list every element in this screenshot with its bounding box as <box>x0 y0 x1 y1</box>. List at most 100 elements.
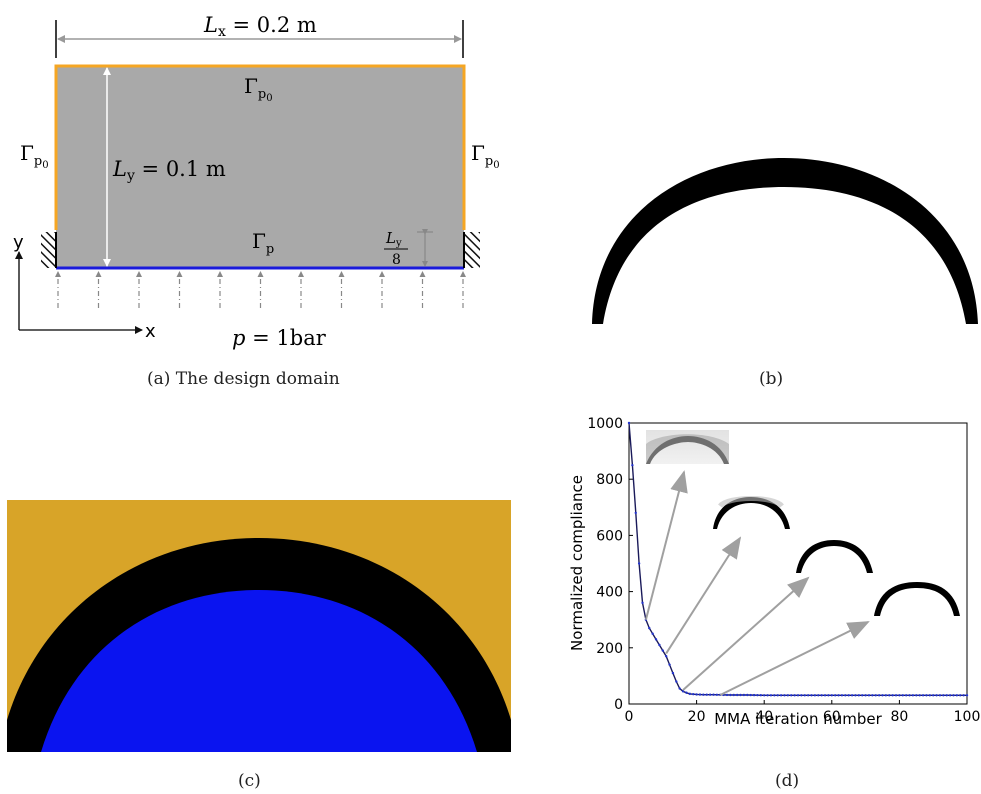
data-point <box>861 694 864 697</box>
data-point <box>806 694 810 697</box>
data-point <box>631 463 634 467</box>
data-point <box>712 693 715 696</box>
y-tick-label: 400 <box>596 585 623 601</box>
data-point <box>742 693 746 697</box>
data-point <box>857 694 861 697</box>
caption-b: (b) <box>759 369 783 389</box>
data-point <box>817 694 820 697</box>
data-point <box>715 693 719 696</box>
data-point <box>634 511 637 515</box>
data-point <box>678 687 681 690</box>
panel-a: Lx = 0.2 m Ly = 0.1 m Γp0 Γp0 Γp0 Γp Ly … <box>13 13 500 389</box>
data-point <box>637 562 641 565</box>
ly-label: Ly = 0.1 m <box>112 157 226 184</box>
design-domain <box>56 66 464 268</box>
data-point <box>942 694 945 697</box>
data-point <box>938 694 942 697</box>
ly8-denominator: 8 <box>392 252 401 268</box>
data-point <box>935 694 938 697</box>
data-point <box>871 694 874 697</box>
x-tick-label: 60 <box>823 709 841 725</box>
snapshot-arrows <box>644 470 870 696</box>
data-point <box>692 692 695 696</box>
data-point <box>627 421 631 425</box>
snapshot-2 <box>713 496 790 529</box>
y-tick-label: 600 <box>596 528 623 544</box>
data-point <box>928 694 932 697</box>
data-point <box>952 694 955 697</box>
data-point <box>735 693 739 697</box>
y-axis-label: y <box>13 232 24 253</box>
data-point <box>881 694 884 697</box>
data-point <box>800 694 803 697</box>
data-point <box>901 694 904 697</box>
x-tick-label: 100 <box>954 709 981 725</box>
data-point <box>867 694 871 697</box>
data-point <box>702 693 705 696</box>
panel-c: (c) <box>7 500 511 791</box>
compliance-series-points <box>627 421 969 697</box>
gamma-p0-right: Γp0 <box>471 141 500 171</box>
data-point <box>884 694 888 697</box>
data-point <box>796 694 800 697</box>
data-point <box>783 694 786 697</box>
support-left <box>41 232 56 268</box>
data-point <box>668 663 671 666</box>
data-point <box>685 691 688 694</box>
data-point <box>915 694 918 697</box>
data-point <box>786 694 790 697</box>
panel-b: (b) <box>592 158 978 389</box>
x-axis-title: MMA iteration number <box>714 710 882 728</box>
data-point <box>769 694 773 697</box>
x-tick-label: 40 <box>755 709 773 725</box>
data-point <box>773 694 776 697</box>
data-point <box>759 694 763 697</box>
y-tick-label: 800 <box>596 472 623 488</box>
data-point <box>850 694 854 697</box>
snapshot-1 <box>646 430 729 464</box>
y-tick-label: 1000 <box>587 416 623 432</box>
optimized-arch-b <box>592 158 978 324</box>
data-point <box>904 694 908 697</box>
data-point <box>959 694 962 697</box>
gamma-p0-top: Γp0 <box>244 74 273 104</box>
data-point <box>840 694 844 697</box>
data-point <box>874 694 877 697</box>
gamma-p-label: Γp <box>252 229 274 257</box>
x-tick-label: 0 <box>625 709 634 725</box>
data-point <box>911 694 915 697</box>
annotation-arrow <box>682 576 810 691</box>
snapshot-3 <box>796 540 873 573</box>
data-point <box>908 694 911 697</box>
data-point <box>820 694 823 697</box>
y-tick-label: 0 <box>614 697 623 713</box>
data-point <box>854 694 857 697</box>
data-point <box>671 671 675 675</box>
snapshot-4 <box>874 582 960 616</box>
data-point <box>739 693 742 697</box>
data-point <box>891 694 894 697</box>
data-point <box>932 694 935 697</box>
data-point <box>648 626 651 630</box>
support-right <box>464 232 480 268</box>
data-point <box>651 632 654 635</box>
data-point <box>732 693 735 697</box>
data-point <box>847 694 850 697</box>
data-point <box>658 643 661 647</box>
data-point <box>708 693 712 696</box>
data-point <box>810 694 813 697</box>
annotation-arrow <box>665 536 742 654</box>
data-point <box>945 694 948 697</box>
data-point <box>877 694 881 697</box>
data-point <box>793 694 796 697</box>
data-point <box>898 694 901 697</box>
data-point <box>894 694 898 697</box>
data-point <box>763 694 766 697</box>
data-point <box>641 601 644 605</box>
y-tick-label: 200 <box>596 641 623 657</box>
data-point <box>955 694 959 697</box>
data-point <box>948 694 952 697</box>
data-point <box>695 693 698 696</box>
